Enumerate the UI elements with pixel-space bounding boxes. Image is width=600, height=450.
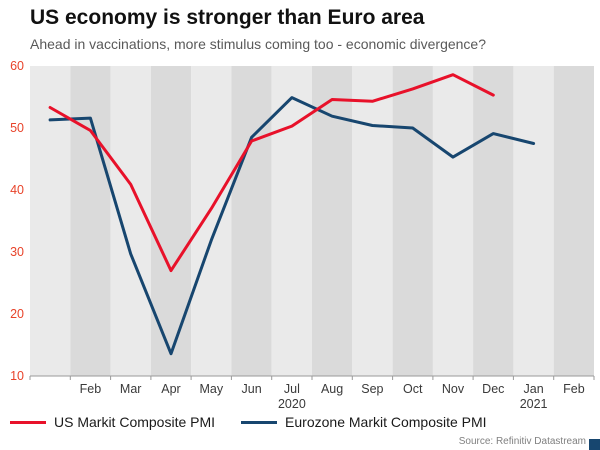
pmi-line-chart: 10 20 30 40 50 60 Feb Mar Apr May Jun Jul Aug Sep Oct N… [0,58,600,411]
us-markit-composite-pmi-line [48,73,495,273]
x-tick-label: Nov [442,382,465,396]
logo-block [589,439,600,450]
x-tick-label: Dec [482,382,504,396]
y-tick-label: 30 [10,245,24,259]
chart-subtitle: Ahead in vaccinations, more stimulus com… [30,36,487,52]
x-year-label: 2021 [520,397,548,410]
x-tick-label: Feb [563,382,585,396]
plot-stripe [432,66,474,376]
chart-canvas: 10 20 30 40 50 60 Feb Mar Apr May Jun Jul Aug Sep Oct N… [10,59,595,411]
plot-stripe [513,66,554,376]
x-tick-label: Mar [120,382,142,396]
y-tick-label: 40 [10,183,24,197]
eurozone-line-swatch [241,420,278,424]
legend-label-us: US Markit Composite PMI [54,414,216,430]
us-line-swatch [10,420,46,424]
plot-stripe [30,66,71,376]
y-tick-label: 50 [10,121,24,135]
x-tick-label: Jan [524,382,544,396]
x-tick-label: May [199,382,223,396]
legend-label-eurozone: Eurozone Markit Composite PMI [285,414,487,430]
legend-item-eurozone: Eurozone Markit Composite PMI [241,414,487,430]
legend-item-us: US Markit Composite PMI [10,414,215,430]
legend: US Markit Composite PMI Eurozone Markit … [10,414,487,430]
x-tick-label: Feb [80,382,102,396]
y-tick-label: 20 [10,307,24,321]
plot-stripe [392,66,433,376]
x-tick-label: Oct [403,382,423,396]
plot-stripe [553,66,594,376]
x-tick-label: Jun [242,382,262,396]
plot-stripe [473,66,514,376]
y-tick-label: 60 [10,59,24,73]
x-tick-label: Sep [361,382,383,396]
plot-stripe [231,66,272,376]
x-tick-label: Jul [284,382,300,396]
y-tick-label: 10 [10,369,24,383]
plot-stripe [352,66,393,376]
x-tick-label: Apr [161,382,180,396]
chart-title: US economy is stronger than Euro area [30,6,425,29]
x-tick-label: Aug [321,382,343,396]
eurozone-markit-composite-pmi-line [48,96,536,356]
x-year-label: 2020 [278,397,306,410]
plot-stripe [70,66,111,376]
source-credit: Source: Refinitiv Datastream [458,436,586,447]
plot-stripe [110,66,151,376]
plot-stripe [191,66,232,376]
plot-stripe [312,66,353,376]
plot-stripe [150,66,192,376]
